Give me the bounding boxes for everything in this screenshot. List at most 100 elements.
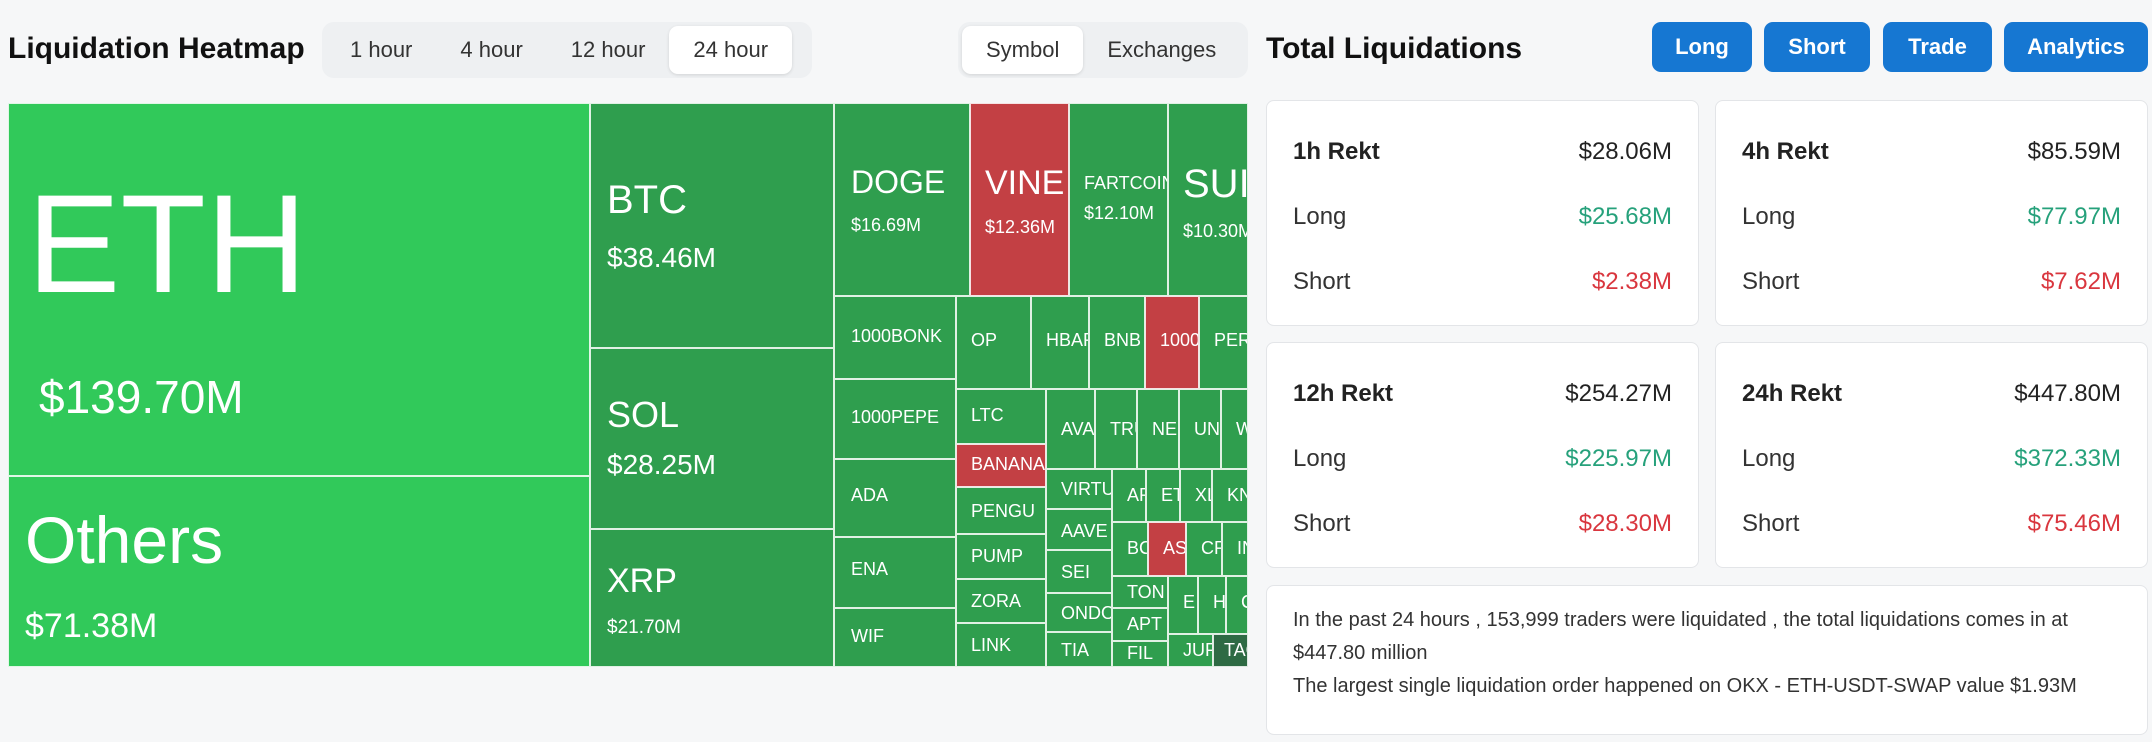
- short-value: $75.46M: [2027, 510, 2121, 537]
- treemap-cell-virtual[interactable]: VIRTUAL: [1046, 469, 1112, 509]
- treemap-cell-ar[interactable]: AR: [1112, 469, 1146, 522]
- treemap-cell-ltc[interactable]: LTC: [956, 389, 1046, 444]
- treemap-cell-xrp[interactable]: XRP $21.70M: [590, 529, 834, 667]
- treemap-cell-symbol: TRU: [1110, 419, 1136, 439]
- treemap-cell-h[interactable]: H: [1198, 576, 1226, 634]
- card-header: 24h Rekt $447.80M: [1742, 377, 2121, 411]
- treemap-cell-ada[interactable]: ADA: [834, 459, 956, 537]
- treemap-cell-symbol: AVA: [1061, 419, 1095, 439]
- treemap-cell-symbol: OP: [971, 330, 998, 350]
- treemap-cell-zora[interactable]: ZORA: [956, 579, 1046, 623]
- treemap-cell-symbol: TON: [1127, 582, 1165, 602]
- treemap-cell-symbol: WIF: [851, 626, 884, 646]
- card-short-row: Short $75.46M: [1742, 507, 2121, 541]
- long-label: Long: [1742, 203, 1796, 230]
- treemap-cell-uni[interactable]: UNI: [1179, 389, 1221, 469]
- treemap-cell-symbol: JUP: [1183, 640, 1212, 660]
- treemap-cell-etc[interactable]: ETC: [1146, 469, 1180, 522]
- treemap-cell-eth[interactable]: ETH $139.70M: [8, 103, 590, 476]
- long-value: $25.68M: [1578, 203, 1672, 230]
- tab-4-hour[interactable]: 4 hour: [460, 37, 523, 62]
- treemap-cell-symbol: ETH: [27, 165, 307, 322]
- treemap-cell-symbol: BANANA: [971, 454, 1046, 474]
- treemap-cell-sei[interactable]: SEI: [1046, 550, 1112, 593]
- treemap-cell-doge[interactable]: DOGE $16.69M: [834, 103, 970, 296]
- treemap-cell-symbol: FARTCOIN: [1084, 173, 1168, 193]
- treemap-cell-bnb[interactable]: BNB: [1089, 296, 1145, 389]
- treemap-cell-symbol: ONDO: [1061, 603, 1112, 623]
- treemap-cell-e[interactable]: E: [1168, 576, 1198, 634]
- card-long-row: Long $25.68M: [1293, 200, 1672, 234]
- short-label: Short: [1293, 268, 1351, 295]
- card-short-row: Short $2.38M: [1293, 265, 1672, 299]
- long-label: Long: [1293, 203, 1347, 230]
- treemap-cell-1000[interactable]: 1000: [1145, 296, 1199, 389]
- treemap-cell-fil[interactable]: FIL: [1112, 641, 1168, 667]
- treemap-cell-ton[interactable]: TON: [1112, 576, 1168, 608]
- tab-24-hour[interactable]: 24 hour: [669, 26, 793, 74]
- treemap-cell-value: $38.46M: [607, 242, 716, 273]
- treemap-cell-symbol: 1000PEPE: [851, 407, 940, 427]
- tab-symbol[interactable]: Symbol: [962, 26, 1084, 74]
- treemap-cell-cr[interactable]: CR: [1186, 522, 1222, 576]
- treemap-cell-hbar[interactable]: HBAR: [1031, 296, 1089, 389]
- treemap-cell-symbol: ETC: [1161, 485, 1179, 505]
- treemap-cell-aave[interactable]: AAVE: [1046, 509, 1112, 550]
- treemap-cell-symbol: UNI: [1194, 419, 1220, 439]
- treemap-cell-tru[interactable]: TRU: [1095, 389, 1137, 469]
- treemap-cell-symbol: VINE: [985, 164, 1065, 202]
- treemap-cell-apt[interactable]: APT: [1112, 608, 1168, 641]
- treemap-cell-symbol: BC: [1127, 538, 1147, 558]
- treemap-cell-op[interactable]: OP: [956, 296, 1031, 389]
- time-range-tabs: 1 hour 4 hour 12 hour 24 hour: [322, 22, 812, 78]
- treemap-cell-sui[interactable]: SUI $10.30M: [1168, 103, 1248, 296]
- analytics-button[interactable]: Analytics: [2004, 22, 2148, 72]
- treemap-cell-nei[interactable]: NEI: [1137, 389, 1179, 469]
- treemap-cell-as[interactable]: AS: [1148, 522, 1186, 576]
- treemap-cell-tia[interactable]: TIA: [1046, 632, 1112, 667]
- treemap-cell-ondo[interactable]: ONDO: [1046, 593, 1112, 632]
- treemap-cell-link[interactable]: LINK: [956, 623, 1046, 667]
- treemap-cell-symbol: ENA: [851, 559, 889, 579]
- treemap-cell-fartcoin[interactable]: FARTCOIN $12.10M: [1069, 103, 1168, 296]
- treemap-cell-bc[interactable]: BC: [1112, 522, 1148, 576]
- trade-button[interactable]: Trade: [1883, 22, 1992, 72]
- treemap-cell-tao[interactable]: TAO: [1213, 634, 1248, 667]
- tab-12-hour[interactable]: 12 hour: [570, 37, 646, 62]
- card-total: $85.59M: [2027, 138, 2121, 165]
- treemap-cell-kn[interactable]: KN: [1212, 469, 1248, 522]
- summary-line-2: The largest single liquidation order hap…: [1293, 675, 2077, 697]
- treemap-cell-1000bonk[interactable]: 1000BONK: [834, 296, 956, 379]
- card-header: 1h Rekt $28.06M: [1293, 135, 1672, 169]
- tab-exchanges[interactable]: Exchanges: [1107, 37, 1217, 62]
- treemap-cell-banana[interactable]: BANANA: [956, 444, 1046, 487]
- treemap-cell-pump[interactable]: PUMP: [956, 534, 1046, 579]
- treemap-cell-symbol: BTC: [607, 178, 687, 222]
- treemap-cell-wif[interactable]: WIF: [834, 608, 956, 667]
- treemap-cell-symbol: H: [1213, 592, 1226, 612]
- treemap-cell-perp[interactable]: PERP: [1199, 296, 1248, 389]
- treemap-cell-symbol: ZORA: [971, 591, 1022, 611]
- treemap-cell-c[interactable]: C: [1226, 576, 1248, 634]
- tab-1-hour[interactable]: 1 hour: [350, 37, 413, 62]
- treemap-cell-others[interactable]: Others $71.38M: [8, 476, 590, 667]
- treemap-cell-symbol: AAVE: [1061, 521, 1108, 541]
- treemap-cell-symbol: 1000: [1160, 330, 1199, 350]
- treemap-cell-ava[interactable]: AVA: [1046, 389, 1095, 469]
- treemap-cell-btc[interactable]: BTC $38.46M: [590, 103, 834, 348]
- long-button[interactable]: Long: [1652, 22, 1752, 72]
- treemap-cell-symbol: FIL: [1127, 643, 1154, 663]
- treemap-cell-wi[interactable]: WI: [1221, 389, 1248, 469]
- card-total: $254.27M: [1565, 380, 1672, 407]
- treemap-cell-ena[interactable]: ENA: [834, 537, 956, 608]
- treemap-cell-1000pepe[interactable]: 1000PEPE: [834, 379, 956, 459]
- treemap-cell-symbol: XRP: [607, 562, 677, 600]
- treemap-cell-symbol: LTC: [971, 405, 1004, 425]
- treemap-cell-vine[interactable]: VINE $12.36M: [970, 103, 1069, 296]
- treemap-cell-pengu[interactable]: PENGU: [956, 487, 1046, 534]
- treemap-cell-in[interactable]: IN: [1222, 522, 1248, 576]
- treemap-cell-sol[interactable]: SOL $28.25M: [590, 348, 834, 529]
- treemap-cell-xl[interactable]: XL: [1180, 469, 1212, 522]
- treemap-cell-jup[interactable]: JUP: [1168, 634, 1213, 667]
- short-button[interactable]: Short: [1764, 22, 1870, 72]
